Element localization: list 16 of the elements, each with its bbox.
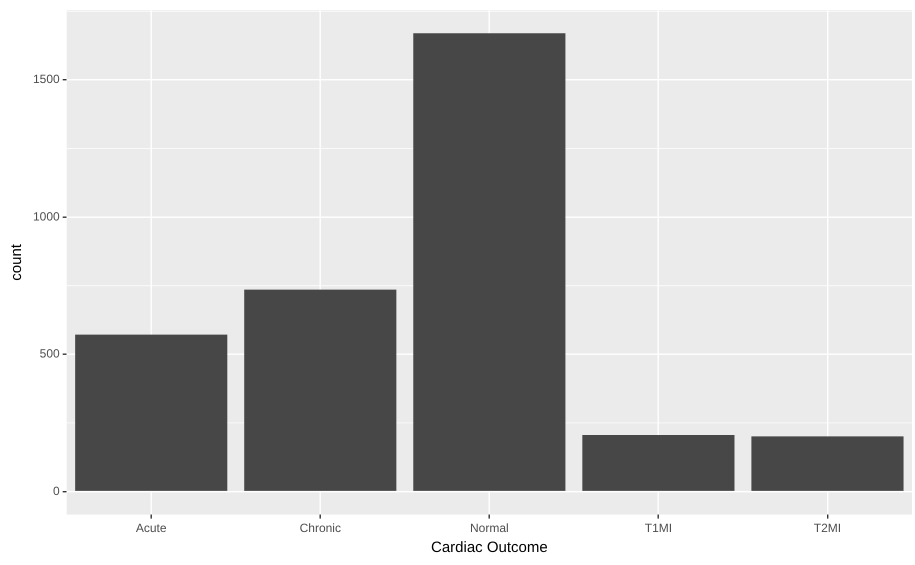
x-tick-label: Acute — [136, 521, 167, 536]
y-tick-label: 500 — [40, 346, 60, 361]
bar — [582, 435, 734, 491]
x-axis-title: Cardiac Outcome — [430, 539, 548, 556]
x-tick-label: Normal — [470, 521, 509, 536]
y-axis-title: count — [8, 243, 26, 281]
bar — [751, 436, 904, 491]
bar — [413, 33, 566, 491]
y-tick-label: 1000 — [32, 209, 60, 224]
x-tick-label: T2MI — [814, 521, 842, 536]
x-tick-label: Chronic — [300, 521, 341, 536]
x-tick-label: T1MI — [644, 521, 672, 536]
bar — [244, 290, 396, 491]
y-tick-label: 1500 — [32, 72, 60, 86]
y-tick-label: 0 — [53, 484, 60, 498]
bar — [75, 334, 228, 491]
